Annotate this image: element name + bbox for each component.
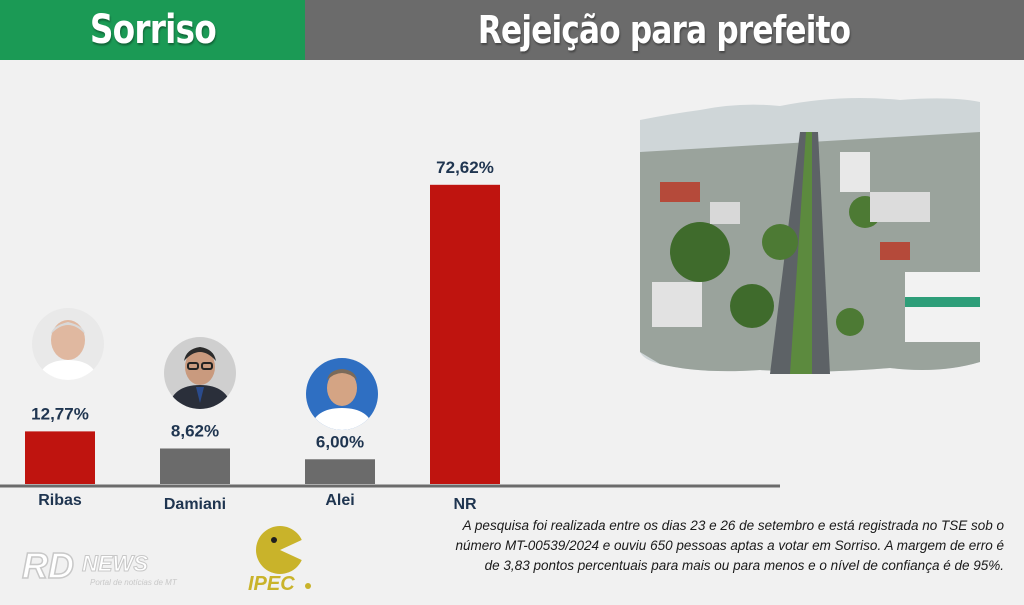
city-title: Sorriso [89, 7, 216, 53]
chart-title: Rejeição para prefeito [478, 8, 851, 52]
ipec-logo: IPEC [248, 526, 311, 594]
svg-text:IPEC: IPEC [248, 573, 295, 594]
bar-ribas [25, 431, 95, 484]
value-label-nr: 72,62% [436, 158, 494, 177]
svg-text:Portal de notícias de MT: Portal de notícias de MT [90, 578, 178, 587]
category-label-alei: Alei [325, 492, 354, 509]
svg-text:NEWS: NEWS [82, 551, 148, 576]
rdnews-logo: RD NEWS Portal de notícias de MT [21, 544, 178, 587]
value-label-alei: 6,00% [316, 432, 364, 451]
bar-damiani [160, 448, 230, 484]
bar-alei [305, 459, 375, 484]
svg-text:RD: RD [22, 545, 74, 586]
bar-nr [430, 184, 500, 484]
value-label-damiani: 8,62% [171, 421, 219, 440]
city-aerial-photo [640, 98, 980, 374]
avatar-damiani [164, 337, 236, 409]
avatar-alei [306, 358, 378, 430]
header-city: Sorriso [0, 0, 305, 60]
category-label-damiani: Damiani [164, 496, 226, 513]
header-title: Rejeição para prefeito [305, 0, 1024, 60]
category-label-ribas: Ribas [38, 492, 82, 509]
value-label-ribas: 12,77% [31, 404, 89, 423]
survey-note: A pesquisa foi realizada entre os dias 2… [455, 518, 1004, 573]
avatar-ribas [32, 308, 104, 380]
category-label-nr: NR [453, 496, 477, 513]
bar-chart: 12,77% Ribas 8,62% Damiani 6,00% Alei 72,62% NR [0, 158, 780, 513]
